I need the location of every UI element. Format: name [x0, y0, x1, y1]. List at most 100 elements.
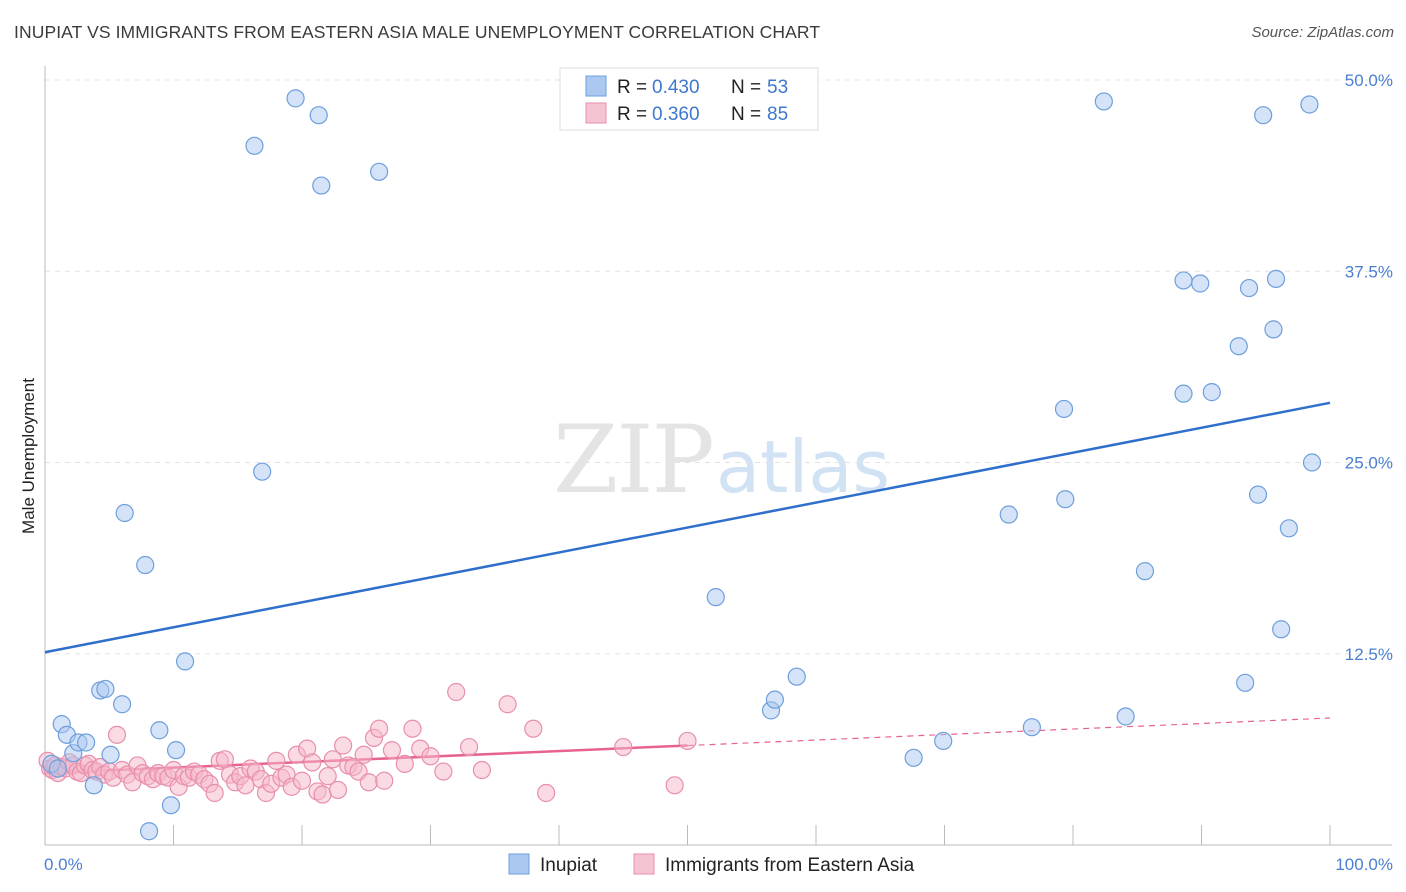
bottom-legend-label-immigrants: Immigrants from Eastern Asia: [665, 855, 915, 876]
point-immigrants-57: [303, 753, 322, 772]
point-immigrants-40: [215, 750, 234, 769]
point-immigrants-71: [375, 771, 394, 790]
point-immigrants-62: [328, 780, 348, 800]
watermark-zip: ZIP: [553, 406, 713, 515]
point-inupiat-18: [175, 652, 195, 671]
point-immigrants-50: [267, 751, 286, 770]
bottom-legend-swatch-inupiat: [508, 853, 530, 875]
point-immigrants-67: [354, 745, 373, 764]
point-immigrants-63: [334, 736, 353, 755]
legend-swatch-inupiat: [585, 75, 607, 97]
trend-immigrants-dashed: [687, 717, 1331, 747]
point-inupiat-11: [112, 695, 132, 714]
point-inupiat-24: [370, 162, 389, 181]
x-tick-label-0: 0.0%: [44, 855, 83, 874]
legend: R = 0.430 N = 53 R = 0.360 N = 85: [559, 67, 819, 131]
point-inupiat-50: [1279, 519, 1298, 538]
point-inupiat-45: [1248, 485, 1268, 504]
watermark: ZIP atlas: [553, 406, 890, 515]
points-inupiat: [42, 89, 1322, 841]
point-immigrants-85: [665, 776, 684, 795]
point-inupiat-42: [1229, 337, 1248, 356]
point-inupiat-47: [1264, 320, 1283, 339]
point-inupiat-15: [150, 721, 169, 740]
legend-r-value-2: 0.360: [652, 104, 700, 125]
point-inupiat-52: [1302, 453, 1322, 472]
legend-r-value-1: 0.430: [652, 77, 700, 98]
point-immigrants-19: [107, 725, 127, 744]
point-inupiat-17: [166, 741, 186, 760]
point-immigrants-61: [323, 750, 342, 769]
point-inupiat-19: [245, 136, 264, 155]
point-inupiat-48: [1266, 269, 1286, 288]
point-inupiat-29: [904, 748, 923, 767]
point-inupiat-1: [48, 759, 67, 778]
y-axis-label: Male Unemployment: [19, 378, 38, 534]
point-inupiat-25: [706, 588, 725, 607]
point-immigrants-76: [421, 747, 440, 766]
point-inupiat-32: [1022, 718, 1041, 737]
point-inupiat-36: [1116, 707, 1135, 726]
trend-line-inupiat: [44, 401, 1331, 654]
legend-r-label-1: R =: [617, 77, 647, 98]
point-immigrants-80: [472, 760, 491, 780]
legend-n-value-1: 53: [767, 77, 788, 98]
legend-r-label-2: R =: [617, 104, 647, 125]
point-inupiat-13: [136, 555, 155, 575]
point-inupiat-40: [1191, 274, 1210, 293]
point-inupiat-49: [1272, 620, 1291, 639]
point-inupiat-46: [1254, 106, 1273, 125]
point-inupiat-37: [1135, 562, 1155, 581]
axes: [44, 66, 1392, 846]
bottom-legend-swatch-immigrants: [633, 853, 655, 875]
point-immigrants-78: [447, 682, 466, 702]
trend-inupiat: [44, 401, 1331, 654]
point-immigrants-81: [498, 695, 517, 714]
point-immigrants-84: [614, 737, 633, 757]
point-immigrants-82: [524, 719, 543, 738]
point-inupiat-43: [1236, 673, 1255, 692]
point-immigrants-72: [382, 741, 402, 760]
point-inupiat-14: [139, 822, 159, 841]
point-inupiat-6: [77, 733, 96, 752]
y-tick-label-2: 37.5%: [1345, 262, 1393, 281]
legend-n-label-1: N =: [731, 77, 761, 98]
point-immigrants-74: [403, 719, 422, 738]
points-immigrants: [38, 682, 697, 804]
source-label: Source: ZipAtlas.com: [1251, 24, 1394, 41]
point-inupiat-38: [1174, 271, 1193, 290]
point-immigrants-68: [359, 773, 378, 792]
point-immigrants-73: [395, 754, 414, 774]
x-tick-labels: 0.0% 100.0%: [44, 855, 1393, 874]
point-inupiat-10: [101, 745, 120, 764]
point-immigrants-83: [537, 783, 556, 803]
y-tick-label-1: 25.0%: [1345, 454, 1393, 473]
y-tick-labels: 12.5% 25.0% 37.5% 50.0%: [1345, 71, 1393, 664]
point-immigrants-44: [236, 776, 255, 795]
point-immigrants-86: [678, 731, 697, 751]
point-immigrants-55: [292, 771, 312, 790]
legend-swatch-immigrants: [585, 102, 607, 124]
point-inupiat-33: [1054, 399, 1074, 419]
point-inupiat-30: [934, 731, 953, 751]
point-immigrants-60: [318, 767, 337, 786]
point-inupiat-31: [999, 505, 1018, 524]
x-tick-label-1: 100.0%: [1335, 855, 1393, 874]
watermark-atlas: atlas: [716, 425, 890, 509]
point-inupiat-16: [161, 796, 181, 815]
point-inupiat-28: [787, 667, 806, 686]
point-inupiat-9: [96, 679, 115, 699]
bottom-legend: Inupiat Immigrants from Eastern Asia: [508, 853, 915, 876]
point-inupiat-39: [1174, 384, 1193, 403]
legend-n-label-2: N =: [731, 104, 761, 125]
point-immigrants-79: [459, 737, 479, 757]
point-inupiat-41: [1202, 383, 1221, 402]
point-inupiat-22: [309, 106, 328, 125]
legend-n-value-2: 85: [767, 104, 788, 125]
point-inupiat-12: [115, 503, 134, 523]
point-inupiat-51: [1300, 95, 1319, 114]
point-inupiat-35: [1094, 92, 1113, 111]
bottom-legend-label-inupiat: Inupiat: [540, 855, 598, 876]
point-inupiat-34: [1056, 490, 1075, 509]
